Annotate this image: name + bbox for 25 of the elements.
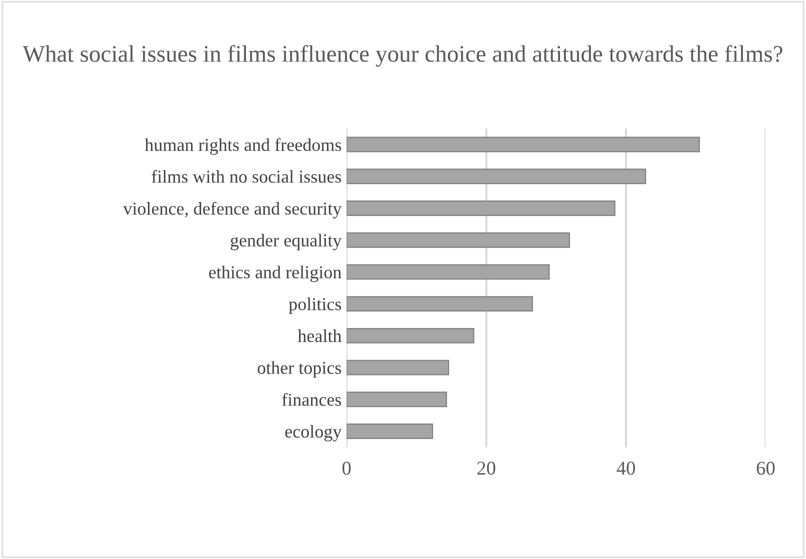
y-tick-label: ecology [285, 425, 342, 442]
y-tick-label: finances [282, 392, 342, 406]
x-tick-label: 20 [477, 462, 496, 475]
y-tick-label: ethics and religion [209, 266, 342, 282]
bar [346, 328, 474, 344]
y-tick-label: health [298, 329, 342, 342]
y-tick-label: films with no social issues [152, 170, 342, 183]
x-tick-label: 60 [756, 462, 775, 475]
bar [346, 424, 434, 439]
bar [346, 392, 448, 408]
bar [346, 296, 533, 312]
y-tick-label: gender equality [230, 234, 342, 250]
bar [346, 136, 700, 152]
y-tick-label: violence, defence and security [123, 202, 342, 218]
bar [346, 264, 550, 280]
bar [346, 232, 570, 248]
bar [346, 360, 450, 376]
chart-title: What social issues in films influence your choice and attitude towards the films? [22, 45, 782, 67]
bar [346, 168, 646, 184]
bar [346, 200, 616, 216]
x-tick-label: 40 [616, 462, 635, 475]
y-tick-label: other topics [258, 361, 342, 378]
y-tick-label: human rights and freedoms [144, 138, 342, 155]
x-tick-label: 0 [342, 462, 351, 475]
y-tick-label: politics [288, 298, 342, 314]
